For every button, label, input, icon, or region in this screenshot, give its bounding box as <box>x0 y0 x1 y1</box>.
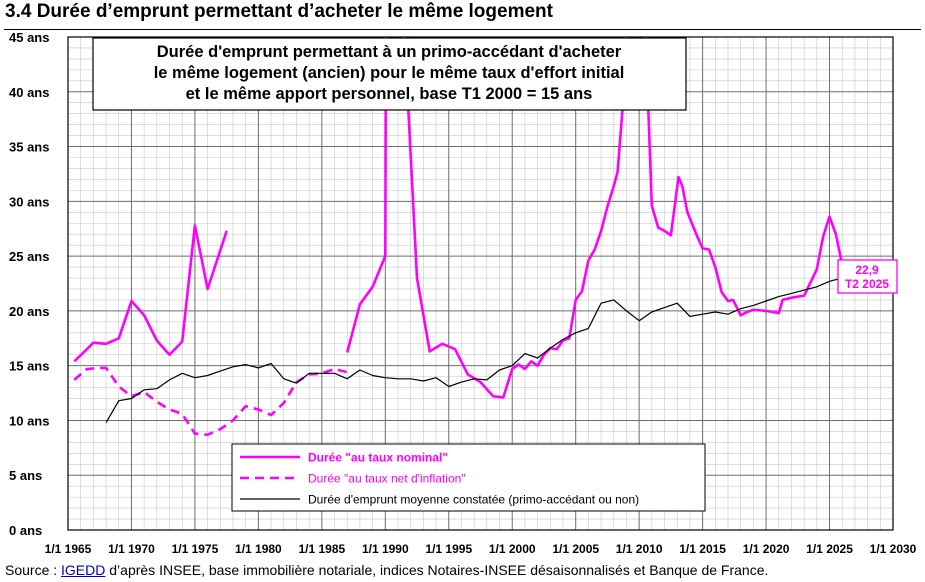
x-tick-label: 1/1 1985 <box>298 542 345 556</box>
x-tick-label: 1/1 2000 <box>489 542 536 556</box>
source-note: Source : IGEDD d’après INSEE, base immob… <box>5 562 768 578</box>
x-tick-label: 1/1 1995 <box>425 542 472 556</box>
x-tick-label: 1/1 2010 <box>616 542 663 556</box>
chart-title-line: Durée d'emprunt permettant à un primo-ac… <box>157 43 622 61</box>
title-rule <box>4 29 921 30</box>
y-tick-label: 0 ans <box>9 523 42 538</box>
y-tick-label: 30 ans <box>9 194 49 209</box>
series-line-1 <box>73 224 228 363</box>
duree-emprunt-line-chart: 0 ans 5 ans 10 ans 15 ans 20 ans 25 ans 30 ans… <box>9 30 917 556</box>
x-tick-label: 1/1 1965 <box>45 542 92 556</box>
x-tick-label: 1/1 1970 <box>108 542 155 556</box>
legend-label: Durée "au taux net d'inflation" <box>308 472 466 486</box>
annotation-text: 22,9 <box>855 263 879 277</box>
y-tick-label: 10 ans <box>9 413 49 428</box>
source-prefix: Source : <box>5 562 62 578</box>
x-tick-label: 1/1 2025 <box>806 542 853 556</box>
last-value-annotation: 22,9T2 2025 <box>837 259 898 294</box>
x-tick-label: 1/1 1990 <box>362 542 409 556</box>
legend-box <box>231 443 706 512</box>
series-line-3 <box>105 277 855 423</box>
series-line-1 <box>644 37 856 317</box>
source-link[interactable]: IGEDD <box>61 562 106 578</box>
y-tick-label: 35 ans <box>9 140 49 155</box>
series-line-1 <box>403 37 628 399</box>
chart-title-frame <box>92 37 687 111</box>
y-tick-label: 40 ans <box>9 85 49 100</box>
chart-title-line: le même logement (ancien) pour le même t… <box>154 64 625 82</box>
legend-label: Durée d'emprunt moyenne constatée (primo… <box>308 493 639 507</box>
annotation-text: T2 2025 <box>845 277 889 291</box>
y-tick-label: 20 ans <box>9 304 49 319</box>
chart-title-line: et le même apport personnel, base T1 200… <box>186 85 593 103</box>
x-tick-label: 1/1 1980 <box>235 542 282 556</box>
y-tick-label: 25 ans <box>9 249 49 264</box>
x-tick-label: 1/1 1975 <box>172 542 219 556</box>
annotation-box <box>837 259 898 294</box>
y-tick-label: 15 ans <box>9 359 49 374</box>
x-tick-label: 1/1 2005 <box>552 542 599 556</box>
source-suffix: d’après INSEE, base immobilière notarial… <box>105 562 769 578</box>
legend-label: Durée "au taux nominal" <box>308 451 448 465</box>
page-title: 3.4 Durée d’emprunt permettant d’acheter… <box>5 1 553 22</box>
x-tick-label: 1/1 2020 <box>743 542 790 556</box>
legend: Durée "au taux nominal" Durée "au taux ne… <box>231 443 706 512</box>
y-tick-label: 5 ans <box>9 468 42 483</box>
x-tick-label: 1/1 2030 <box>870 542 917 556</box>
chart-title-box: Durée d'emprunt permettant à un primo-ac… <box>92 37 687 111</box>
x-tick-label: 1/1 2015 <box>679 542 726 556</box>
y-tick-label: 45 ans <box>9 30 49 45</box>
series-line-1 <box>345 37 388 353</box>
